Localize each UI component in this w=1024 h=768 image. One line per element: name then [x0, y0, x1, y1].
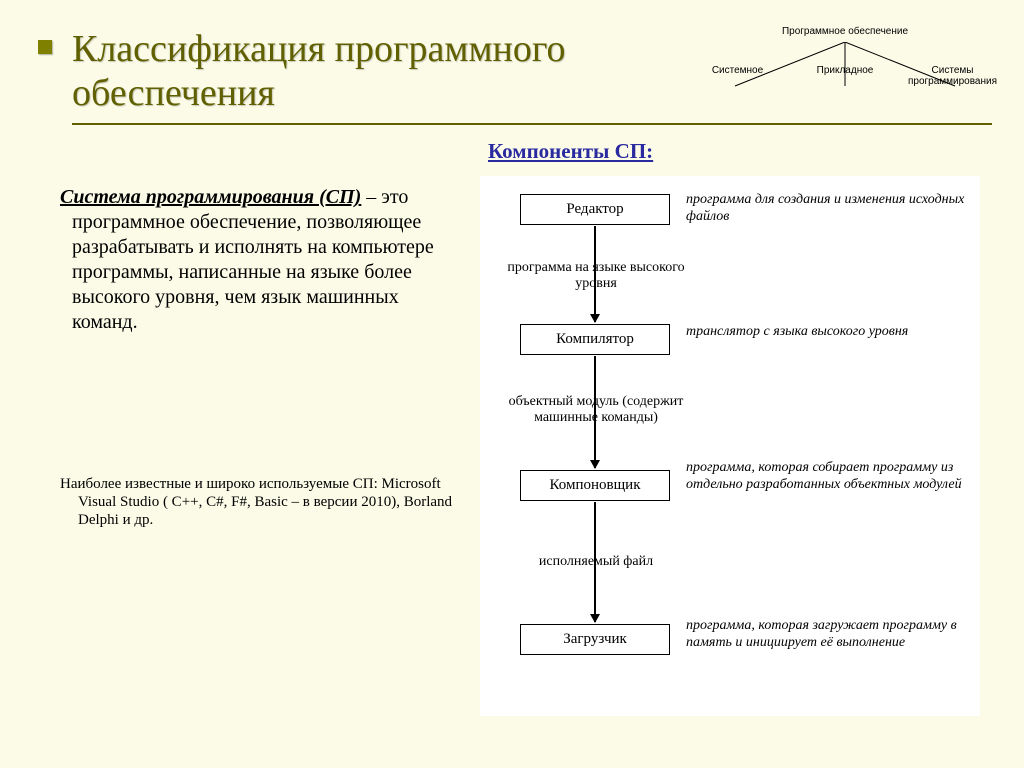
definition-paragraph: Система программирования (СП) – это прог…	[72, 185, 460, 335]
left-column: Система программирования (СП) – это прог…	[60, 139, 460, 716]
flow-box-linker: Компоновщик	[520, 470, 670, 501]
edge-label-2: объектный модуль (содержит машинные кома…	[486, 394, 706, 426]
flowchart: программа на языке высокого уровня объек…	[480, 176, 980, 716]
flow-note-linker: программа, которая собирает программу из…	[686, 460, 976, 494]
flow-box-editor: Редактор	[520, 194, 670, 225]
title-rule	[72, 123, 992, 125]
flow-box-loader: Загрузчик	[520, 624, 670, 655]
edge-label-1: программа на языке высокого уровня	[486, 260, 706, 292]
footnote-paragraph: Наиболее известные и широко используемые…	[78, 475, 460, 529]
tree-root: Программное обеспечение	[690, 26, 1000, 37]
flow-note-editor: программа для создания и изменения исход…	[686, 192, 976, 226]
tree-lines	[690, 42, 1000, 90]
components-title: Компоненты СП:	[488, 139, 984, 164]
title-bullet	[38, 40, 52, 54]
flow-box-compiler: Компилятор	[520, 324, 670, 355]
slide-title: Классификация программного обеспечения	[72, 28, 632, 115]
flow-note-compiler: транслятор с языка высокого уровня	[686, 324, 976, 341]
mini-tree: Программное обеспечение Системное Прикла…	[690, 26, 1000, 87]
sp-definition: – это программное обеспечение, позволяющ…	[72, 186, 434, 333]
edge-label-3: исполняемый файл	[486, 554, 706, 570]
sp-term: Система программирования (СП)	[60, 186, 361, 208]
flow-note-loader: программа, которая загружает программу в…	[686, 618, 976, 652]
